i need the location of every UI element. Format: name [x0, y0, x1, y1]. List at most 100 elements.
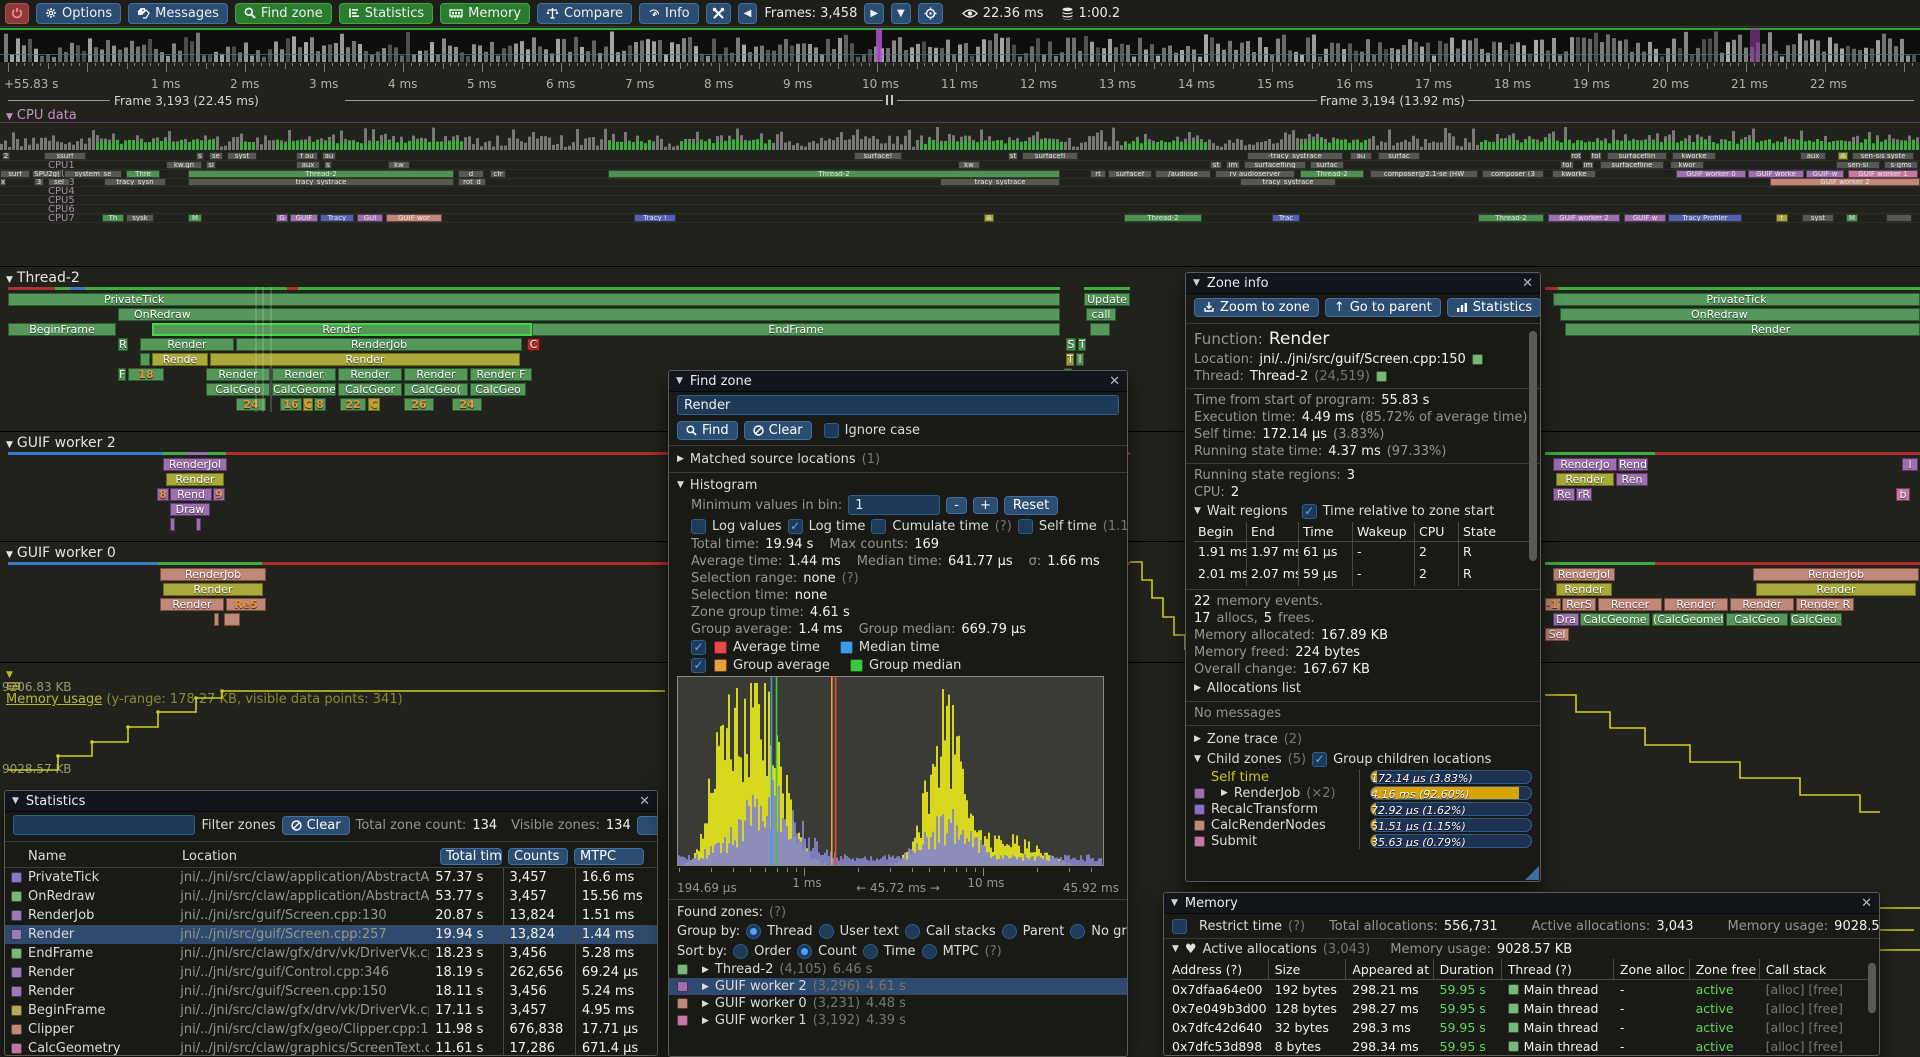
min-bin-decrease-button[interactable]: - [946, 496, 967, 514]
close-icon[interactable]: ✕ [1109, 373, 1120, 389]
col-zone-free[interactable]: Zone free [1695, 961, 1757, 977]
cpu-zone-chip[interactable]: surfacef [1108, 169, 1152, 178]
timeline-zone[interactable] [140, 353, 150, 366]
expand-icon[interactable]: ▶ [1194, 683, 1201, 693]
cpu-zone-chip[interactable] [1886, 213, 1912, 222]
timeline-zone-18[interactable]: 18 [128, 368, 164, 381]
statistics-row-render[interactable]: Render jni/../jni/src/guif/Screen.cpp:257… [5, 925, 657, 944]
allocation-row[interactable]: 0x7dfc53d898 8 bytes 298.34 ms 59.95 s Main … [1172, 1039, 1843, 1054]
statistics-button[interactable]: Statistics [1446, 297, 1540, 317]
timeline-zone-t[interactable]: T [1078, 338, 1086, 351]
cpu-zone-chip[interactable]: kw [388, 160, 410, 169]
cpu-zone-chip[interactable]: Th [102, 213, 124, 222]
cpu-zone-chip[interactable]: G [276, 213, 288, 222]
timeline-zone-render[interactable]: Render [160, 598, 224, 611]
timeline-zone-render[interactable]: Render [1730, 598, 1794, 611]
thread-color-swatch[interactable] [1375, 371, 1387, 382]
timeline-zone[interactable] [196, 518, 201, 531]
timeline-zone-renderjol[interactable]: RenderJol [163, 458, 227, 471]
cpu-zone-chip[interactable]: Thread-2 [188, 169, 454, 178]
min-bin-input[interactable]: 1 [848, 495, 941, 515]
cpu-data-section-header[interactable]: ▼ CPU data [6, 108, 77, 123]
cpu-zone-chip[interactable]: Thread-2 [608, 169, 1060, 178]
cpu-zone-chip[interactable]: au [322, 152, 336, 160]
found-zone-group-guif-worker-2[interactable]: ▶ GUIF worker 2 (3,296) 4.61 s [669, 978, 1127, 995]
collapse-icon[interactable]: ▼ [1194, 754, 1201, 764]
cpu-zone-chip[interactable]: si [206, 160, 216, 169]
cpu-zone-chip[interactable]: sysk [126, 213, 154, 222]
cpu-zone-chip[interactable]: surfac [1310, 160, 1344, 169]
cpu-zone-chip[interactable]: surfaceflin [1607, 152, 1667, 160]
timeline-zone-l[interactable]: l [1076, 353, 1084, 366]
histogram-label[interactable]: Histogram [689, 477, 758, 493]
cpu-zone-chip[interactable]: aux [1800, 152, 1826, 160]
wait-regions-label[interactable]: Wait regions [1206, 503, 1288, 519]
clipped-button[interactable] [636, 815, 657, 835]
info-button[interactable]: Info [639, 2, 699, 24]
timeline-zone-c[interactable]: C [303, 398, 313, 411]
timeline-zone-onredraw[interactable]: OnRedraw [118, 308, 1060, 321]
cpu-zone-chip[interactable]: t [1776, 213, 1788, 222]
frame-markers-row[interactable]: Frame 3,193 (22.45 ms) Frame 3,194 (13.92… [0, 94, 1920, 108]
legend-checkbox[interactable]: ✓ [691, 657, 706, 673]
cpu-zone-chip[interactable]: surf [0, 169, 30, 178]
goto-frame-button[interactable] [917, 2, 943, 24]
cpu-zone-chip[interactable]: d [458, 169, 484, 178]
timeline-zone-endframe[interactable]: EndFrame [532, 323, 1060, 336]
radio-time[interactable] [862, 943, 878, 959]
timeline-zone-l[interactable]: l [1902, 458, 1918, 471]
timeline-zone-render[interactable]: Render [152, 323, 532, 336]
child-zone-self-time[interactable]: Self time 172.14 µs (3.83%) [1186, 769, 1540, 785]
cpu-zone-chip[interactable]: tracy_systrace [940, 178, 1060, 187]
timeline-zone-renderjob[interactable]: RenderJob [160, 568, 266, 581]
messages-button[interactable]: Messages [128, 2, 228, 24]
cpu-zone-chip[interactable]: GUIF worker 2 [1770, 178, 1920, 187]
timeline-zone-c[interactable]: C [527, 338, 540, 351]
radio-call-stacks[interactable] [904, 923, 920, 939]
expand-icon[interactable]: ▶ [677, 454, 684, 464]
restrict-time-checkbox[interactable] [1172, 918, 1187, 934]
thread-section-header[interactable]: ▼ GUIF worker 2 [6, 435, 116, 451]
col-duration[interactable]: Duration [1439, 961, 1494, 977]
reset-button[interactable]: Reset [1003, 495, 1059, 515]
frame-3193-label[interactable]: Frame 3,193 (22.45 ms) [114, 94, 259, 108]
timeline-zone-update[interactable]: Update [1084, 293, 1130, 306]
timeline-zone-calcgeome[interactable]: CalcGeome [272, 383, 336, 396]
cpu-zone-chip[interactable]: GUIF-w [1806, 169, 1844, 178]
memory-button[interactable]: Memory [440, 2, 531, 24]
col-mtpc[interactable]: MTPC [574, 847, 644, 865]
filter-zones-input[interactable] [13, 815, 196, 835]
child-zone-renderjob[interactable]: ▶ RenderJob (×2) 4.16 ms (92.60%) [1186, 785, 1540, 801]
timeline-zone-ren[interactable]: Ren [1616, 473, 1648, 486]
collapse-icon[interactable]: ▼ [12, 796, 19, 806]
cpu-zone-chip[interactable]: fol [1590, 152, 1602, 160]
statistics-row-calcgeometry[interactable]: CalcGeometry jni/../jni/src/claw/graphics… [5, 1039, 657, 1055]
timeline-zone[interactable] [170, 518, 175, 531]
cpu-zone-chip[interactable]: Tracy [320, 213, 354, 222]
timeline-zone-8[interactable]: 8 [157, 488, 169, 501]
cpu-zone-chip[interactable]: im [1226, 160, 1240, 169]
cpu-zone-chip[interactable]: syst [1802, 213, 1834, 222]
statistics-row-clipper[interactable]: Clipper jni/../jni/src/claw/gfx/geo/Clipp… [5, 1020, 657, 1039]
col-call-stack[interactable]: Call stack [1765, 961, 1827, 977]
cpu-zone-chip[interactable]: /audiose [1155, 169, 1211, 178]
timeline-zone-calcgeo[interactable]: CalcGeo [470, 383, 526, 396]
go-to-parent-button[interactable]: ↑ Go to parent [1324, 297, 1441, 317]
location-color-swatch[interactable] [1471, 354, 1483, 365]
cpu-zone-chip[interactable]: st [1210, 160, 1222, 169]
timeline-zone--17[interactable]: -17 [1545, 598, 1561, 611]
timeline-zone-render[interactable]: Render [140, 338, 234, 351]
timeline-ruler[interactable]: +55.83 s 1 ms 2 ms 3 ms 4 ms 5 ms 6 ms 7 ms 8 ms… [0, 63, 1920, 94]
cpu-zone-chip[interactable]: tracy_systrace [1240, 178, 1336, 187]
collapse-icon[interactable]: ▼ [1194, 506, 1201, 516]
timeline-zone-rr[interactable]: rR [1576, 488, 1592, 501]
timeline-zone-22[interactable]: 22 [340, 398, 366, 411]
cpu-zone-chip[interactable]: syst [227, 152, 257, 160]
allocation-row[interactable]: 0x7e049b3d00 128 bytes 298.27 ms 59.95 s Mai… [1172, 1001, 1843, 1016]
col-appeared-at[interactable]: Appeared at [1352, 961, 1430, 977]
timeline-zone-rend[interactable]: Rend [170, 488, 212, 501]
col-address-[interactable]: Address (?) [1172, 961, 1243, 977]
cpu-zone-chip[interactable]: tracy_sysn [104, 178, 166, 187]
cpu-zone-chip[interactable]: rot_d [458, 178, 486, 187]
cpu-zone-chip[interactable]: se [209, 152, 223, 160]
